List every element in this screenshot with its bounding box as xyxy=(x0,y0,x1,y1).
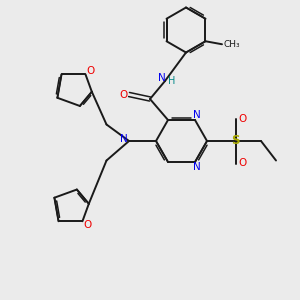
Text: N: N xyxy=(158,73,165,83)
Text: O: O xyxy=(84,220,92,230)
Text: N: N xyxy=(120,134,128,145)
Text: H: H xyxy=(168,76,175,86)
Text: O: O xyxy=(238,113,246,124)
Text: CH₃: CH₃ xyxy=(224,40,240,49)
Text: O: O xyxy=(119,89,128,100)
Text: N: N xyxy=(193,110,200,120)
Text: N: N xyxy=(193,162,200,172)
Text: O: O xyxy=(238,158,246,169)
Text: O: O xyxy=(87,66,95,76)
Text: S: S xyxy=(231,134,240,148)
